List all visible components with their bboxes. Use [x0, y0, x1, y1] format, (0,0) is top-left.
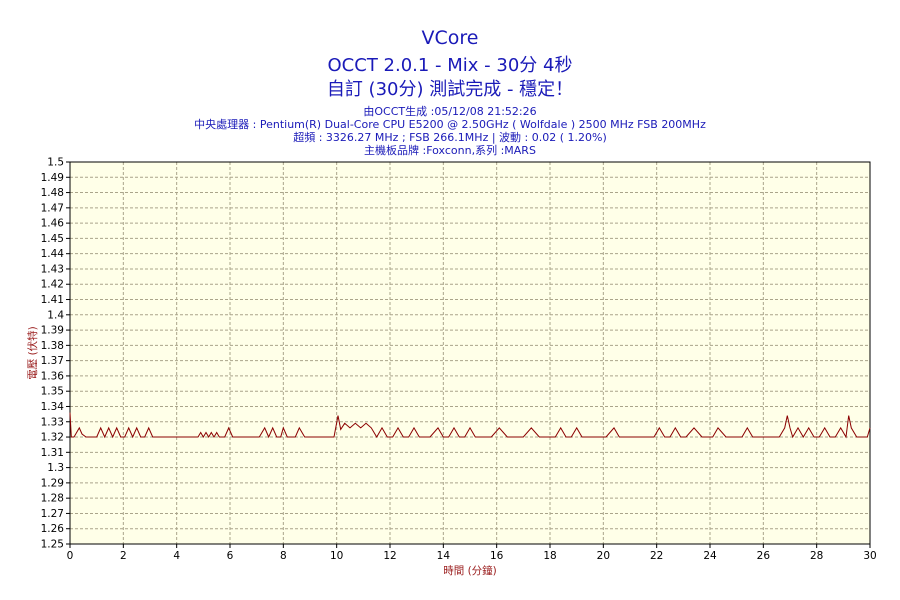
vcore-series-line	[69, 412, 871, 439]
y-tick-label: 1.34	[41, 401, 65, 413]
y-tick-label: 1.37	[41, 355, 64, 367]
y-axis-label: 電壓 (伏特)	[26, 326, 39, 380]
y-tick-label: 1.5	[47, 157, 64, 169]
y-tick-label: 1.28	[41, 493, 64, 505]
board-info: 主機板品牌 :Foxconn,系列 :MARS	[364, 144, 536, 157]
x-tick-label: 20	[597, 550, 610, 562]
y-tick-label: 1.25	[41, 539, 64, 551]
x-tick-label: 0	[67, 550, 74, 562]
x-tick-label: 26	[757, 550, 771, 562]
x-tick-label: 12	[383, 550, 396, 562]
y-tick-label: 1.29	[41, 477, 64, 489]
y-tick-label: 1.35	[41, 386, 64, 398]
x-tick-label: 16	[490, 550, 504, 562]
y-tick-label: 1.26	[41, 523, 65, 535]
y-tick-label: 1.46	[41, 218, 65, 230]
y-tick-label: 1.31	[41, 447, 64, 459]
y-tick-label: 1.36	[41, 370, 65, 382]
y-tick-label: 1.33	[41, 416, 64, 428]
x-tick-label: 30	[863, 550, 876, 562]
test-status: 自訂 (30分) 測試完成 - 穩定！	[326, 79, 574, 100]
y-tick-label: 1.48	[41, 187, 64, 199]
overclock-info: 超頻 : 3326.27 MHz ; FSB 266.1MHz | 波動 : 0…	[293, 131, 607, 144]
x-tick-label: 22	[650, 550, 663, 562]
y-tick-label: 1.3	[47, 462, 64, 474]
y-tick-label: 1.41	[41, 294, 64, 306]
y-tick-label: 1.38	[41, 340, 64, 352]
y-tick-label: 1.45	[41, 233, 64, 245]
x-tick-label: 14	[437, 550, 451, 562]
y-tick-label: 1.39	[41, 325, 64, 337]
x-tick-label: 18	[543, 550, 556, 562]
y-tick-label: 1.47	[41, 202, 64, 214]
plot-area	[70, 162, 870, 544]
chart-subtitle: OCCT 2.0.1 - Mix - 30分 4秒	[327, 55, 573, 76]
x-tick-label: 10	[330, 550, 343, 562]
generated-info: 由OCCT生成 :05/12/08 21:52:26	[363, 105, 537, 118]
y-tick-label: 1.44	[41, 248, 65, 260]
x-tick-label: 8	[280, 550, 287, 562]
plot-frame	[69, 161, 871, 545]
chart-title: VCore	[421, 27, 479, 49]
y-tick-label: 1.43	[41, 263, 64, 275]
y-tick-label: 1.42	[41, 279, 64, 291]
x-tick-label: 6	[227, 550, 234, 562]
x-tick-label: 2	[120, 550, 127, 562]
x-tick-label: 24	[703, 550, 717, 562]
y-tick-label: 1.4	[47, 309, 64, 321]
y-tick-label: 1.49	[41, 172, 64, 184]
y-tick-label: 1.32	[41, 432, 64, 444]
x-axis-label: 時間 (分鐘)	[443, 564, 497, 577]
y-tick-label: 1.27	[41, 508, 64, 520]
x-tick-label: 28	[810, 550, 823, 562]
cpu-info: 中央處理器 : Pentium(R) Dual-Core CPU E5200 @…	[194, 118, 706, 131]
x-tick-label: 4	[173, 550, 180, 562]
